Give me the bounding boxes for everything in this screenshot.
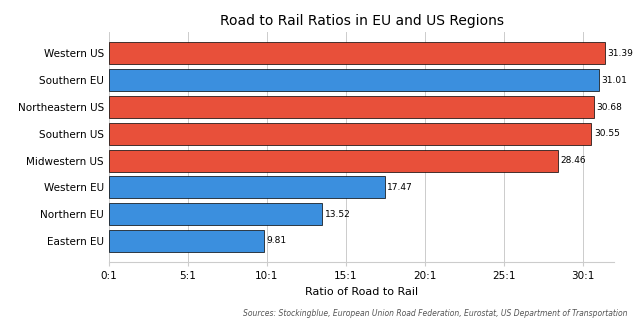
Bar — [109, 96, 593, 118]
Text: Sources: Stockingblue, European Union Road Federation, Eurostat, US Department o: Sources: Stockingblue, European Union Ro… — [243, 309, 627, 318]
Bar — [109, 43, 605, 64]
Text: 17.47: 17.47 — [387, 183, 413, 192]
Text: 28.46: 28.46 — [561, 156, 586, 165]
Bar — [109, 203, 323, 225]
Text: 31.01: 31.01 — [601, 76, 627, 85]
Title: Road to Rail Ratios in EU and US Regions: Road to Rail Ratios in EU and US Regions — [220, 14, 504, 28]
Text: 9.81: 9.81 — [266, 236, 286, 245]
Text: 13.52: 13.52 — [324, 210, 351, 219]
Bar — [109, 230, 264, 252]
Text: 30.68: 30.68 — [596, 102, 622, 112]
Text: 30.55: 30.55 — [594, 129, 620, 138]
Bar — [109, 69, 599, 91]
X-axis label: Ratio of Road to Rail: Ratio of Road to Rail — [305, 287, 418, 297]
Bar — [109, 123, 591, 145]
Bar — [109, 150, 559, 172]
Text: 31.39: 31.39 — [607, 49, 633, 58]
Bar — [109, 176, 385, 198]
